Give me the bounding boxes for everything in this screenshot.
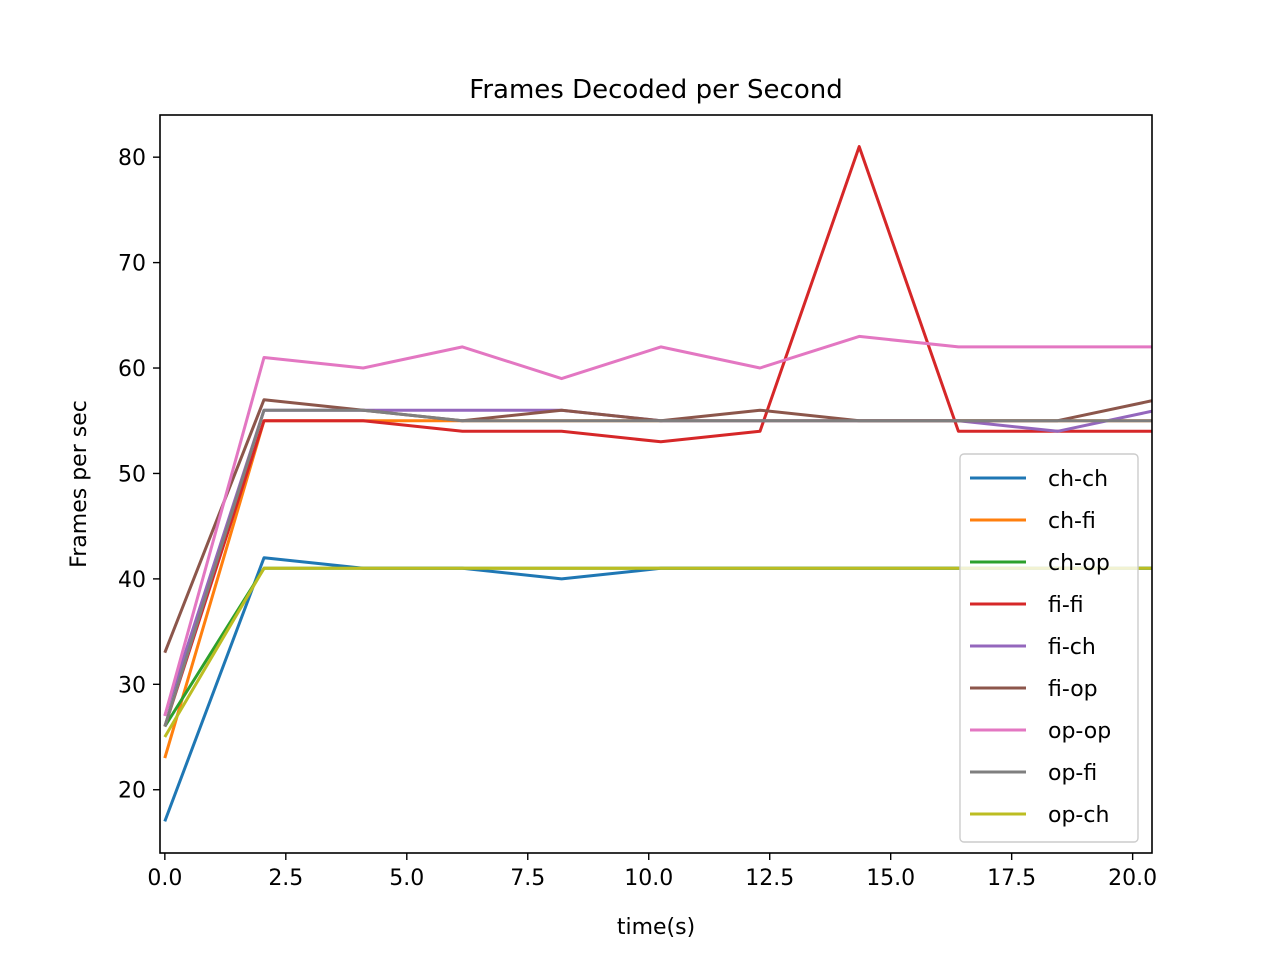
x-tick-label: 7.5	[510, 866, 545, 891]
chart-title: Frames Decoded per Second	[469, 75, 842, 105]
legend-entry-label: fi-op	[1048, 677, 1098, 702]
legend-entry-label: fi-ch	[1048, 635, 1096, 660]
y-tick-label: 80	[118, 146, 146, 171]
series-line-op-fi	[163, 408, 1152, 727]
legend: ch-ch ch-fi ch-op fi-fi fi-ch fi-op op-op op-fi…	[959, 453, 1139, 843]
x-axis: 0.0 2.5 5.0 7.5 10.0 12.5 15.0 17.5 20.0	[147, 853, 1157, 891]
legend-entry-label: ch-fi	[1048, 509, 1096, 534]
x-tick-label: 17.5	[987, 866, 1036, 891]
x-tick-label: 0.0	[147, 866, 182, 891]
y-tick-label: 50	[118, 462, 146, 487]
legend-entry-label: ch-op	[1048, 551, 1110, 576]
legend-box	[959, 453, 1139, 843]
x-tick-label: 10.0	[624, 866, 673, 891]
y-axis-label: Frames per sec	[67, 400, 92, 568]
x-tick-label: 15.0	[866, 866, 915, 891]
y-tick-label: 30	[118, 673, 146, 698]
series-line-fi-fi	[163, 145, 1152, 727]
legend-entry-label: ch-ch	[1048, 467, 1108, 492]
x-tick-label: 2.5	[268, 866, 303, 891]
plot-frame	[159, 114, 1153, 854]
legend-entry-label: op-ch	[1048, 803, 1109, 828]
y-tick-label: 40	[118, 568, 146, 593]
x-tick-label: 20.0	[1108, 866, 1157, 891]
legend-entry-label: op-op	[1048, 719, 1111, 744]
y-axis: 20 30 40 50 60 70 80	[118, 146, 160, 804]
series-layer	[163, 145, 1152, 822]
x-tick-label: 12.5	[745, 866, 794, 891]
y-tick-label: 70	[118, 252, 146, 277]
legend-entry-label: op-fi	[1048, 761, 1097, 786]
series-line-op-op	[163, 334, 1152, 717]
x-tick-label: 5.0	[389, 866, 424, 891]
y-tick-label: 20	[118, 779, 146, 804]
x-axis-label: time(s)	[617, 915, 695, 940]
y-tick-label: 60	[118, 357, 146, 382]
legend-entry-label: fi-fi	[1048, 593, 1084, 618]
